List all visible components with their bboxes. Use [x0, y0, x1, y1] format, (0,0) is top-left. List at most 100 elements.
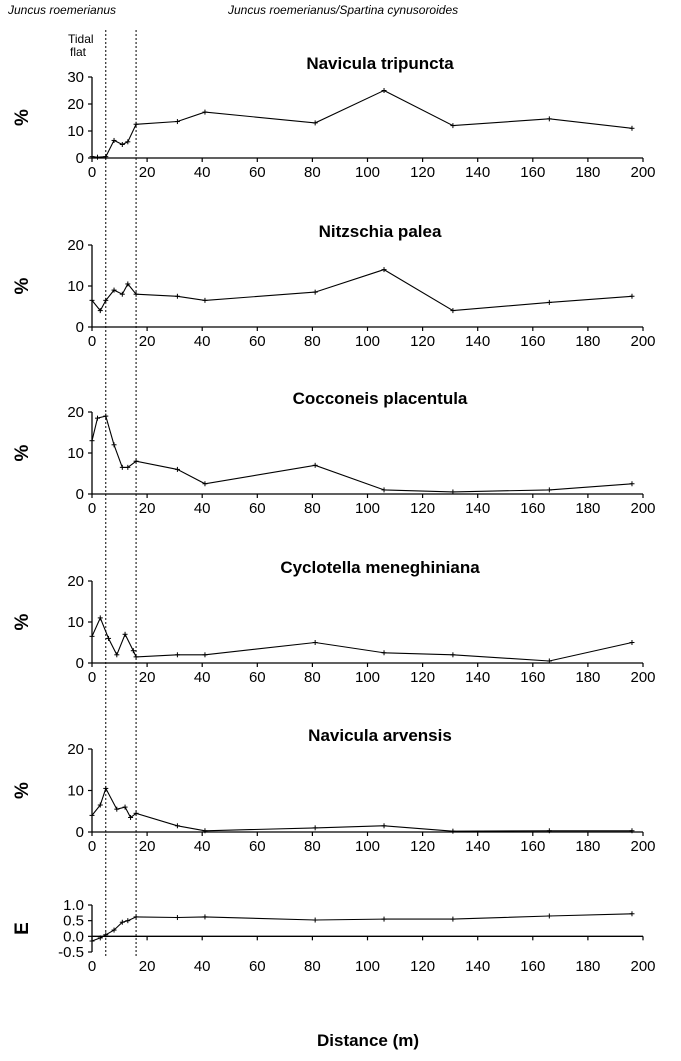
data-point	[450, 828, 456, 834]
data-point	[174, 652, 180, 658]
y-axis-label: %	[12, 613, 33, 630]
data-point	[106, 635, 112, 641]
y-tick-label: 0.0	[63, 928, 84, 945]
x-tick-label: 140	[465, 838, 490, 855]
zone2-annotation: Juncus roemerianus/Spartina cynusoroides	[227, 3, 458, 17]
x-tick-label: 100	[355, 164, 380, 181]
x-tick-label: 60	[249, 333, 266, 350]
x-tick-label: 180	[575, 333, 600, 350]
y-tick-label: -0.5	[58, 944, 84, 961]
x-tick-label: 0	[88, 164, 96, 181]
x-tick-label: 80	[304, 500, 321, 517]
series-line	[91, 913, 633, 942]
x-tick-label: 40	[194, 958, 211, 975]
data-point	[202, 828, 208, 834]
x-tick-label: 0	[88, 669, 96, 686]
x-tick-label: 180	[575, 958, 600, 975]
x-tick-label: 180	[575, 669, 600, 686]
x-tick-label: 80	[304, 958, 321, 975]
panel-title: Nitzschia palea	[319, 222, 442, 241]
y-tick-label: 0	[76, 655, 84, 672]
tidal-flat-label-line2: flat	[70, 45, 87, 59]
data-point	[122, 804, 128, 810]
x-tick-label: 0	[88, 333, 96, 350]
data-point	[629, 640, 635, 645]
x-tick-label: 60	[249, 838, 266, 855]
data-point	[119, 291, 125, 297]
x-tick-label: 120	[410, 669, 435, 686]
x-tick-label: 60	[249, 669, 266, 686]
chart-panel-1: 0 10 20 30 0 20 40 60 80 100 120 140 160 180 200% Navic…	[12, 54, 656, 181]
data-point	[450, 916, 456, 922]
x-tick-label: 20	[139, 958, 156, 975]
data-point	[119, 142, 125, 147]
x-tick-label: 80	[304, 333, 321, 350]
y-tick-label: 0	[76, 486, 84, 503]
x-tick-label: 60	[249, 164, 266, 181]
x-tick-label: 200	[630, 164, 655, 181]
x-tick-label: 60	[249, 500, 266, 517]
x-axis-label: Distance (m)	[317, 1031, 419, 1050]
y-tick-label: 0	[76, 319, 84, 336]
data-point	[89, 154, 95, 160]
data-point	[125, 464, 131, 470]
y-tick-label: 0	[76, 824, 84, 841]
series-line	[91, 616, 633, 662]
panel-title: Cyclotella meneghiniana	[280, 558, 480, 577]
data-point	[381, 267, 387, 273]
x-tick-label: 100	[355, 500, 380, 517]
data-point	[128, 814, 134, 820]
series-line	[91, 89, 633, 158]
data-point	[89, 812, 95, 818]
data-point	[546, 116, 552, 122]
data-point	[629, 481, 635, 487]
x-tick-label: 20	[139, 838, 156, 855]
x-tick-label: 40	[194, 669, 211, 686]
x-tick-label: 180	[575, 164, 600, 181]
data-point	[89, 297, 95, 303]
x-tick-label: 200	[630, 958, 655, 975]
x-tick-label: 20	[139, 333, 156, 350]
data-point	[125, 281, 131, 287]
data-point	[95, 415, 101, 421]
x-tick-label: 0	[88, 500, 96, 517]
x-tick-label: 140	[465, 164, 490, 181]
series-line	[91, 268, 633, 312]
data-point	[381, 88, 387, 93]
data-point	[546, 299, 552, 305]
data-point	[546, 487, 552, 493]
panel-title: Navicula arvensis	[308, 726, 452, 745]
data-point	[312, 640, 318, 645]
data-point	[546, 913, 552, 919]
series-line	[91, 787, 632, 832]
data-point	[125, 139, 131, 145]
data-point	[629, 911, 635, 917]
y-tick-label: 30	[67, 69, 84, 86]
x-tick-label: 20	[139, 164, 156, 181]
data-point	[174, 293, 180, 299]
data-point	[450, 652, 456, 658]
x-tick-label: 160	[520, 333, 545, 350]
data-point	[202, 109, 208, 115]
y-tick-label: 10	[67, 278, 84, 295]
data-point	[381, 650, 387, 656]
data-point	[312, 462, 318, 468]
x-tick-label: 0	[88, 958, 96, 975]
data-point	[450, 308, 456, 314]
data-point	[97, 308, 103, 314]
y-tick-label: 10	[67, 445, 84, 462]
y-tick-label: 10	[67, 123, 84, 140]
x-tick-label: 180	[575, 838, 600, 855]
panel-title: Cocconeis placentula	[293, 389, 468, 408]
x-tick-label: 200	[630, 333, 655, 350]
tidal-flat-label-line1: Tidal	[68, 32, 94, 46]
data-point	[312, 825, 318, 831]
panel-title: Navicula tripuncta	[306, 54, 454, 73]
y-axis-label: %	[12, 277, 33, 294]
data-point	[97, 615, 103, 621]
data-point	[89, 438, 95, 444]
x-tick-label: 0	[88, 838, 96, 855]
data-point	[202, 914, 208, 920]
